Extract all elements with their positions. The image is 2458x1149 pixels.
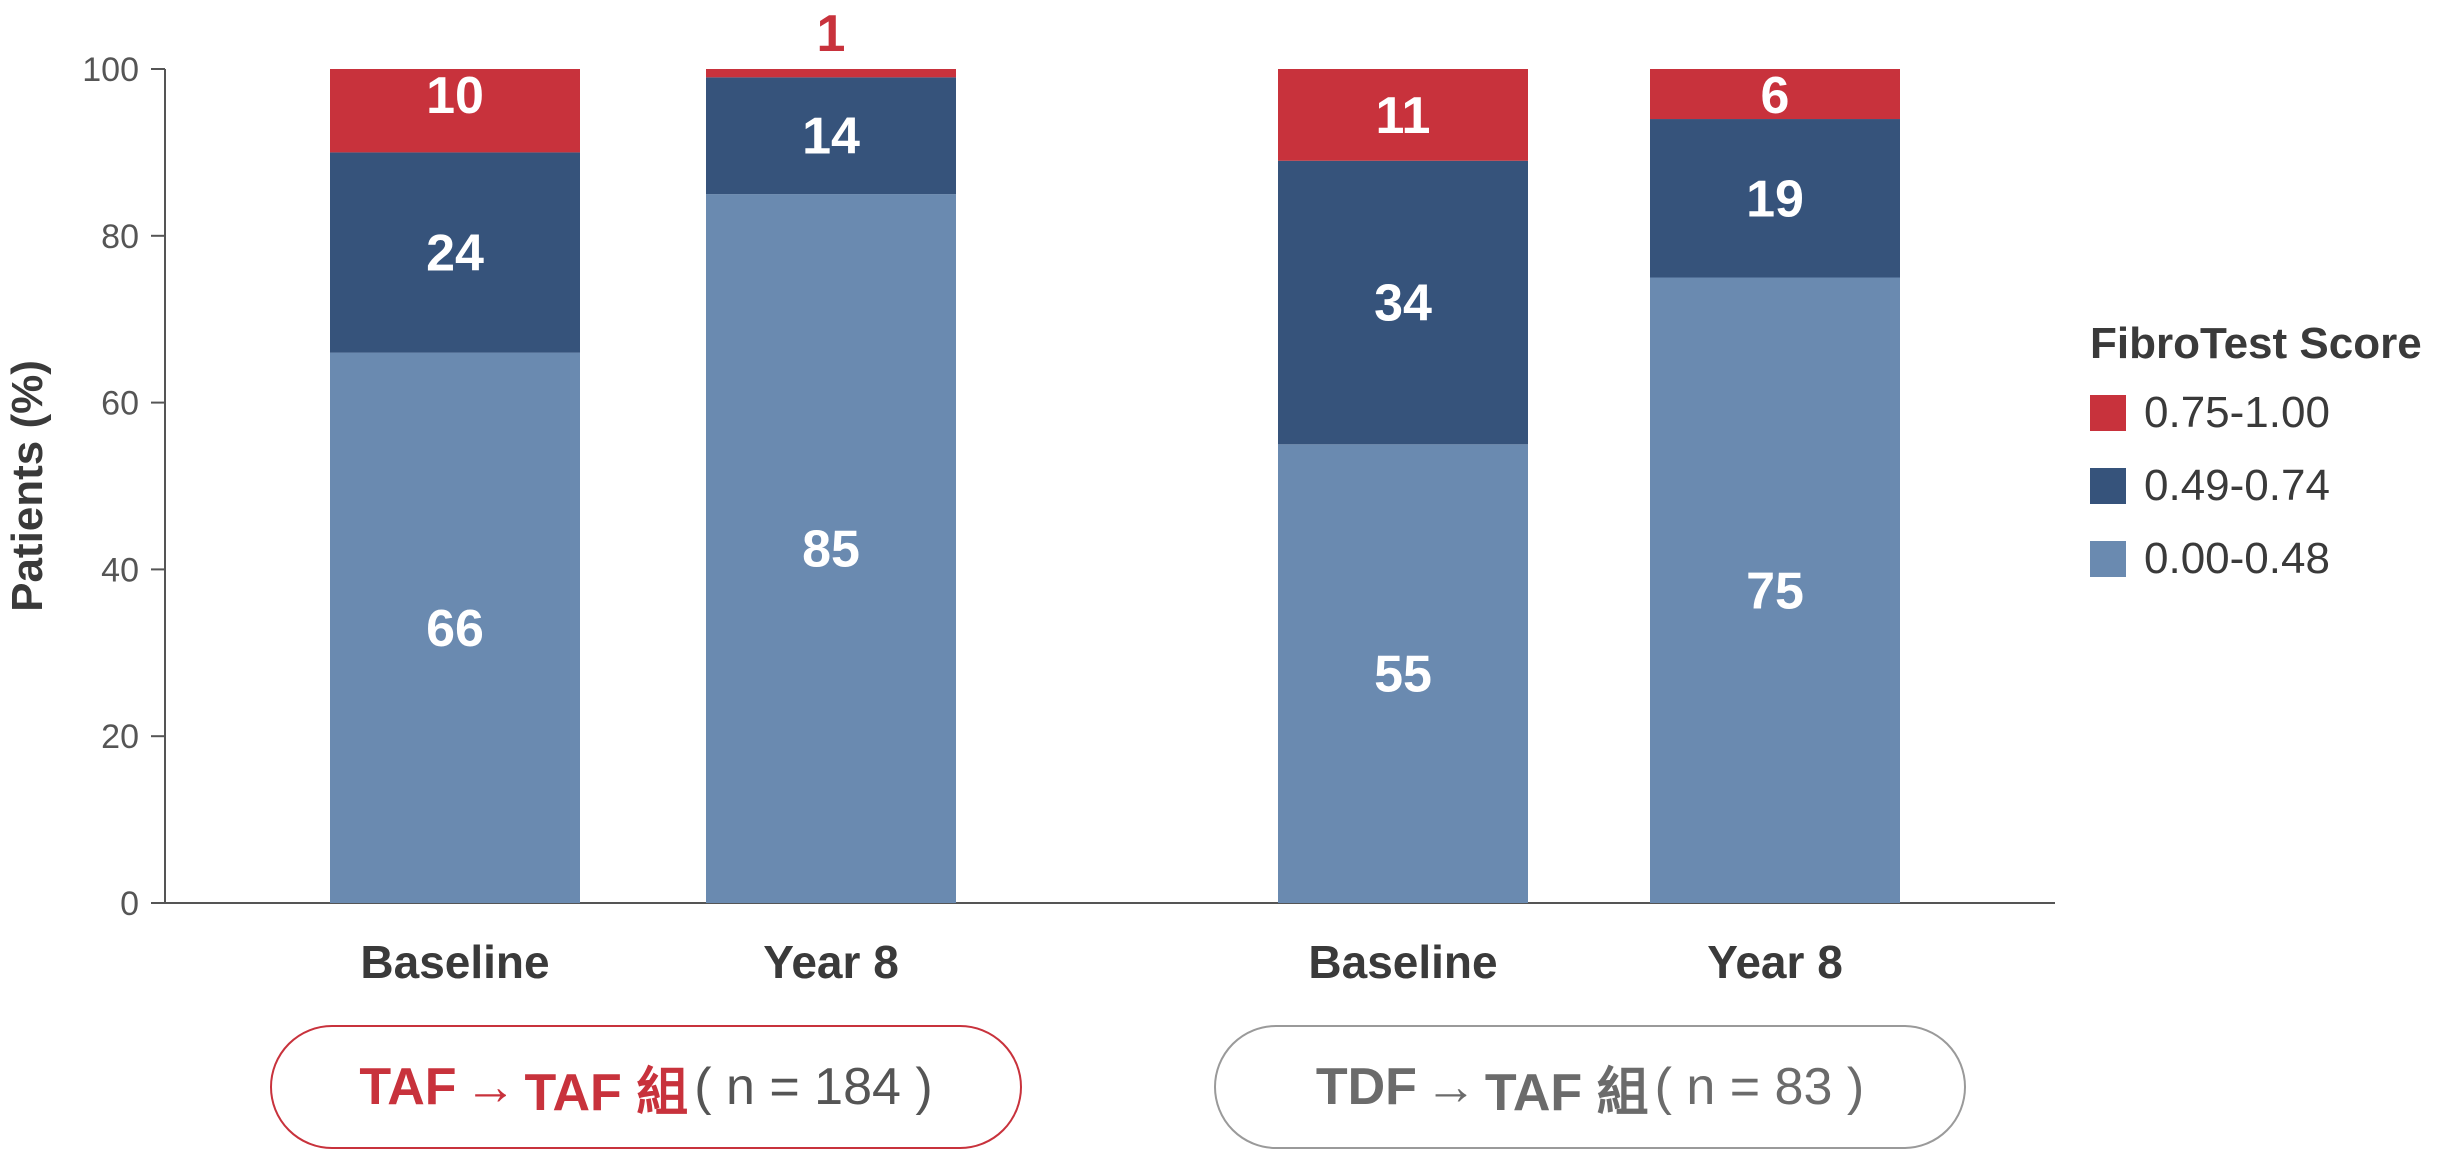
data-labels: 66 24 10 85 14 1 55 34 11 75 19 6 (426, 5, 1804, 704)
legend: FibroTest Score 0.75-1.00 0.49-0.74 0.00-0.… (2090, 319, 2422, 583)
bar-segment (1650, 119, 1900, 278)
data-label: 85 (802, 521, 860, 579)
bar-segment (1650, 69, 1900, 120)
x-category-label: Year 8 (1707, 936, 1843, 988)
axes: 0 20 40 60 80 100 Patients (%) Baseline Year 8 Ba… (3, 51, 2055, 988)
legend-entry-label: 0.75-1.00 (2144, 388, 2330, 437)
data-label: 55 (1374, 646, 1432, 704)
x-category-label: Baseline (360, 936, 549, 988)
bar-segment (1278, 444, 1528, 903)
x-category-label: Year 8 (763, 936, 899, 988)
y-tick-label: 0 (120, 885, 139, 923)
data-label: 6 (1761, 67, 1790, 125)
bar-segment (1650, 277, 1900, 903)
data-label: 10 (426, 67, 484, 125)
x-category-label: Baseline (1308, 936, 1497, 988)
bar-segment (1278, 160, 1528, 445)
data-label: 11 (1376, 87, 1431, 145)
group-label-taf-taf: TAF → TAF 組 ( n = 184 ) (270, 1025, 1022, 1149)
data-label: 66 (426, 600, 484, 658)
legend-swatch (2090, 468, 2126, 504)
y-tick-label: 40 (101, 551, 139, 589)
data-label: 34 (1374, 275, 1432, 333)
y-tick-label: 20 (101, 718, 139, 756)
data-label: 1 (817, 5, 846, 63)
bar-segment (330, 352, 580, 903)
y-axis-title: Patients (%) (3, 360, 52, 612)
group-to-label: TAF 組 (1484, 1063, 1649, 1122)
bar-segment (706, 69, 956, 78)
legend-entry-label: 0.00-0.48 (2144, 534, 2330, 583)
legend-title: FibroTest Score (2090, 319, 2422, 368)
data-label: 75 (1746, 562, 1804, 620)
group-sample-size: ( n = 184 ) (694, 1058, 933, 1116)
bar-segment (706, 77, 956, 195)
arrow-icon: → (464, 1058, 517, 1116)
bar-segment (1278, 69, 1528, 161)
data-label: 14 (802, 108, 860, 166)
group-from-label: TAF (359, 1058, 457, 1116)
legend-swatch (2090, 541, 2126, 577)
group-to-label: TAF 組 (524, 1063, 689, 1122)
legend-entry-label: 0.49-0.74 (2144, 461, 2330, 510)
y-tick-label: 80 (101, 218, 139, 256)
bars (330, 69, 1900, 904)
group-sample-size: ( n = 83 ) (1654, 1058, 1865, 1116)
group-from-label: TDF (1315, 1058, 1417, 1116)
bar-segment (706, 194, 956, 904)
data-label: 24 (426, 224, 484, 282)
data-label: 19 (1746, 170, 1804, 228)
y-tick-label: 60 (101, 385, 139, 423)
bar-segment (330, 152, 580, 353)
arrow-icon: → (1424, 1058, 1477, 1116)
bar-segment (330, 69, 580, 153)
group-label-tdf-taf: TDF → TAF 組 ( n = 83 ) (1214, 1025, 1966, 1149)
legend-swatch (2090, 395, 2126, 431)
y-tick-label: 100 (82, 51, 139, 89)
